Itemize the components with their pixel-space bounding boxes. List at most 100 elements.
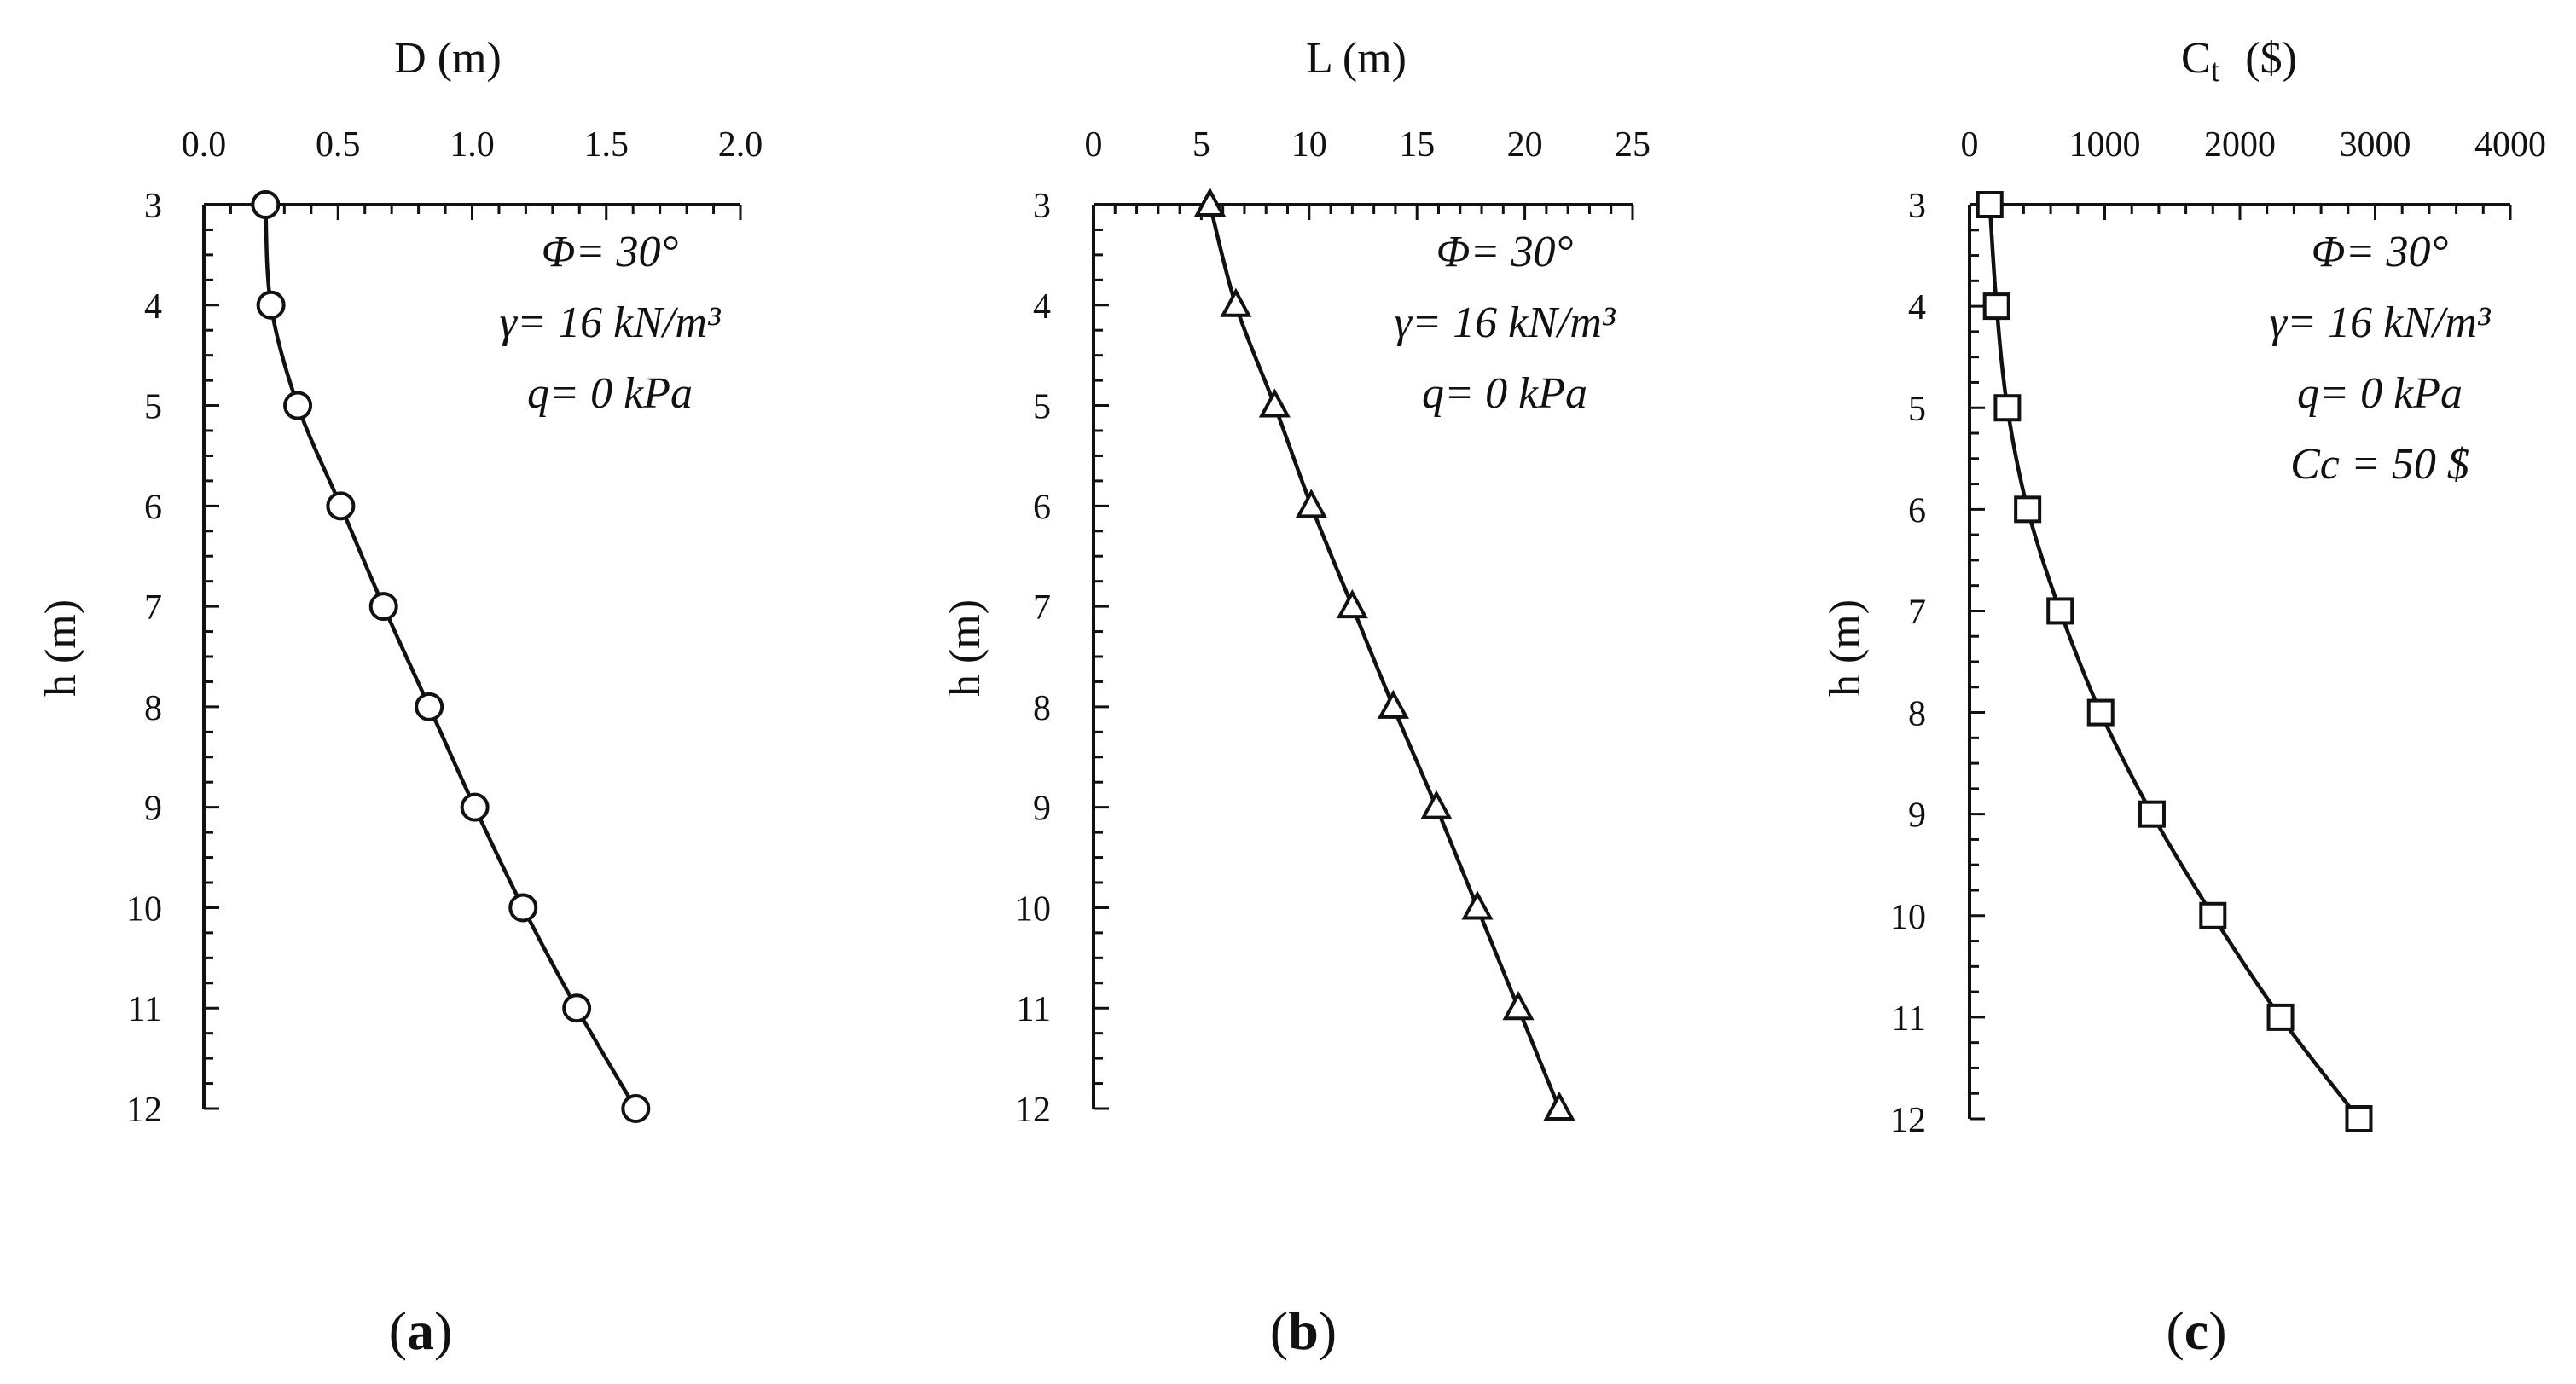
- panel-b: L (m) h (m) 0 5 10 15 20 25 3 4 5 6 7 8 9 10 11 12 Φ= …: [941, 34, 1651, 1361]
- panel-a-data-point: [460, 792, 490, 822]
- panel-a-y-tick-label: 7: [144, 588, 162, 628]
- panel-c-y-tick-label: 4: [1908, 288, 1926, 327]
- panel-c-markers: [1976, 191, 2373, 1132]
- panel-c-data-point: [1982, 292, 2010, 321]
- panel-b-y-tick-label: 7: [1033, 588, 1051, 628]
- panel-b-data-point: [1543, 1091, 1575, 1121]
- panel-a-x-axis-title: D (m): [394, 34, 502, 83]
- panel-b-x-tick-label: 15: [1399, 125, 1435, 165]
- panel-b-data-point: [1258, 388, 1291, 418]
- panel-c-x-tick-label: 0: [1961, 125, 1979, 165]
- panel-c-data-point: [1976, 191, 2004, 218]
- panel-c-annotation-1: γ= 16 kN/m³: [2270, 298, 2492, 347]
- panel-c-y-tick-label: 5: [1908, 390, 1926, 429]
- panel-b-x-tick-label: 25: [1615, 125, 1651, 165]
- panel-b-x-axis-title: L (m): [1306, 34, 1407, 83]
- panel-a: D (m) h (m) 0.0 0.5 1.0 1.5 2.0 3 4 5 6 7 8 9 10 11 1…: [37, 34, 763, 1361]
- panel-c-y-axis-title: h (m): [1821, 599, 1870, 697]
- panel-c-x-tick-label: 2000: [2204, 125, 2276, 165]
- panel-b-data-point: [1193, 187, 1227, 217]
- panel-a-y-tick-label: 10: [126, 889, 162, 929]
- panel-a-data-point: [508, 893, 538, 923]
- panel-a-data-point: [415, 692, 444, 721]
- panel-b-y-axis-title: h (m): [941, 599, 989, 697]
- panel-a-label: (a): [389, 1300, 453, 1361]
- panel-a-data-point: [562, 993, 592, 1023]
- panel-a-annotation-2: q= 0 kPa: [527, 369, 693, 418]
- panel-a-y-ticks: 3 4 5 6 7 8 9 10 11 12: [126, 187, 219, 1130]
- panel-a-x-tick-label: 1.0: [450, 125, 495, 165]
- panel-a-y-tick-label: 6: [144, 488, 162, 527]
- panel-c-data-point: [2345, 1105, 2373, 1132]
- panel-b-label: (b): [1270, 1300, 1337, 1361]
- panel-b-data-point: [1420, 790, 1453, 819]
- panel-c-data-point: [2014, 495, 2042, 524]
- panel-c-annotation-3: Cc = 50 $: [2290, 440, 2469, 489]
- panel-a-annotation-0: Φ= 30°: [542, 228, 678, 276]
- panel-c-x-tick-label: 4000: [2474, 125, 2546, 165]
- panel-b-y-tick-label: 6: [1033, 488, 1051, 527]
- panel-a-data-point: [283, 391, 313, 420]
- panel-b-x-tick-label: 10: [1291, 125, 1327, 165]
- panel-c-y-tick-label: 9: [1908, 796, 1926, 836]
- panel-b-y-tick-label: 9: [1033, 790, 1051, 829]
- panel-b-y-tick-label: 11: [1017, 990, 1051, 1029]
- panel-b-y-tick-label: 5: [1033, 388, 1051, 427]
- panel-c-x-tick-label: 3000: [2340, 125, 2411, 165]
- panel-b-annotation-1: γ= 16 kN/m³: [1395, 298, 1616, 347]
- panel-c-x-tick-label: 1000: [2069, 125, 2141, 165]
- panel-c-series-curve: [1987, 204, 2361, 1121]
- panel-b-data-point: [1461, 890, 1494, 920]
- panel-c-data-point: [2086, 698, 2115, 727]
- panel-b-markers: [1193, 187, 1575, 1121]
- panel-b-data-point: [1295, 489, 1327, 518]
- panel-a-y-tick-label: 9: [144, 790, 162, 829]
- panel-b-data-point: [1377, 689, 1409, 719]
- panel-c: Ct ($) h (m) 0 1000 2000 3000 4000 3 4 5 6 7 8 9 10 1…: [1821, 34, 2546, 1361]
- panel-c-data-point: [2046, 597, 2074, 625]
- panel-b-y-tick-label: 8: [1033, 689, 1051, 728]
- panel-c-y-tick-label: 10: [1890, 898, 1926, 937]
- panel-c-y-tick-label: 12: [1890, 1101, 1926, 1140]
- panel-a-annotations: Φ= 30° γ= 16 kN/m³ q= 0 kPa: [500, 228, 722, 418]
- panel-a-y-tick-label: 3: [144, 187, 162, 226]
- panel-b-y-tick-label: 12: [1015, 1091, 1051, 1130]
- panel-b-y-ticks: 3 4 5 6 7 8 9 10 11 12: [1015, 187, 1109, 1130]
- panel-a-x-ticks: 0.0 0.5 1.0 1.5 2.0: [182, 125, 763, 220]
- panel-b-annotation-0: Φ= 30°: [1436, 228, 1573, 276]
- panel-a-y-tick-label: 12: [126, 1091, 162, 1130]
- panel-a-data-point: [326, 491, 356, 521]
- panel-c-y-tick-label: 11: [1892, 999, 1926, 1039]
- panel-b-x-tick-label: 5: [1192, 125, 1210, 165]
- panel-b-y-tick-label: 4: [1033, 287, 1051, 327]
- panel-a-y-tick-label: 4: [144, 287, 162, 327]
- panel-a-y-tick-label: 5: [144, 388, 162, 427]
- panel-c-annotations: Φ= 30° γ= 16 kN/m³ q= 0 kPa Cc = 50 $: [2270, 228, 2492, 489]
- panel-a-x-tick-label: 1.5: [584, 125, 629, 165]
- panel-c-data-point: [1993, 394, 2022, 422]
- panel-a-y-tick-label: 11: [128, 990, 162, 1029]
- panel-c-y-tick-label: 3: [1908, 187, 1926, 226]
- panel-c-label: (c): [2166, 1300, 2226, 1361]
- panel-a-data-point: [368, 592, 398, 622]
- panel-a-data-point: [621, 1094, 651, 1123]
- panel-c-annotation-0: Φ= 30°: [2312, 228, 2448, 276]
- panel-c-y-tick-label: 8: [1908, 695, 1926, 734]
- panel-c-data-point: [2199, 901, 2227, 929]
- panel-b-y-tick-label: 3: [1033, 187, 1051, 226]
- panel-a-x-tick-label: 2.0: [718, 125, 763, 165]
- panel-a-x-tick-label: 0.5: [316, 125, 361, 165]
- panel-a-y-tick-label: 8: [144, 689, 162, 728]
- panel-c-annotation-2: q= 0 kPa: [2297, 369, 2463, 418]
- panel-a-annotation-1: γ= 16 kN/m³: [500, 298, 722, 347]
- panel-b-data-point: [1336, 588, 1368, 619]
- panel-b-data-point: [1220, 287, 1252, 317]
- panel-b-data-point: [1502, 991, 1535, 1021]
- panel-a-data-point: [251, 190, 281, 219]
- panel-a-y-axis-title: h (m): [37, 599, 85, 697]
- panel-a-markers: [251, 190, 651, 1123]
- panel-b-y-tick-label: 10: [1015, 889, 1051, 929]
- panel-c-x-ticks: 0 1000 2000 3000 4000: [1961, 125, 2546, 220]
- panel-c-data-point: [2266, 1003, 2295, 1031]
